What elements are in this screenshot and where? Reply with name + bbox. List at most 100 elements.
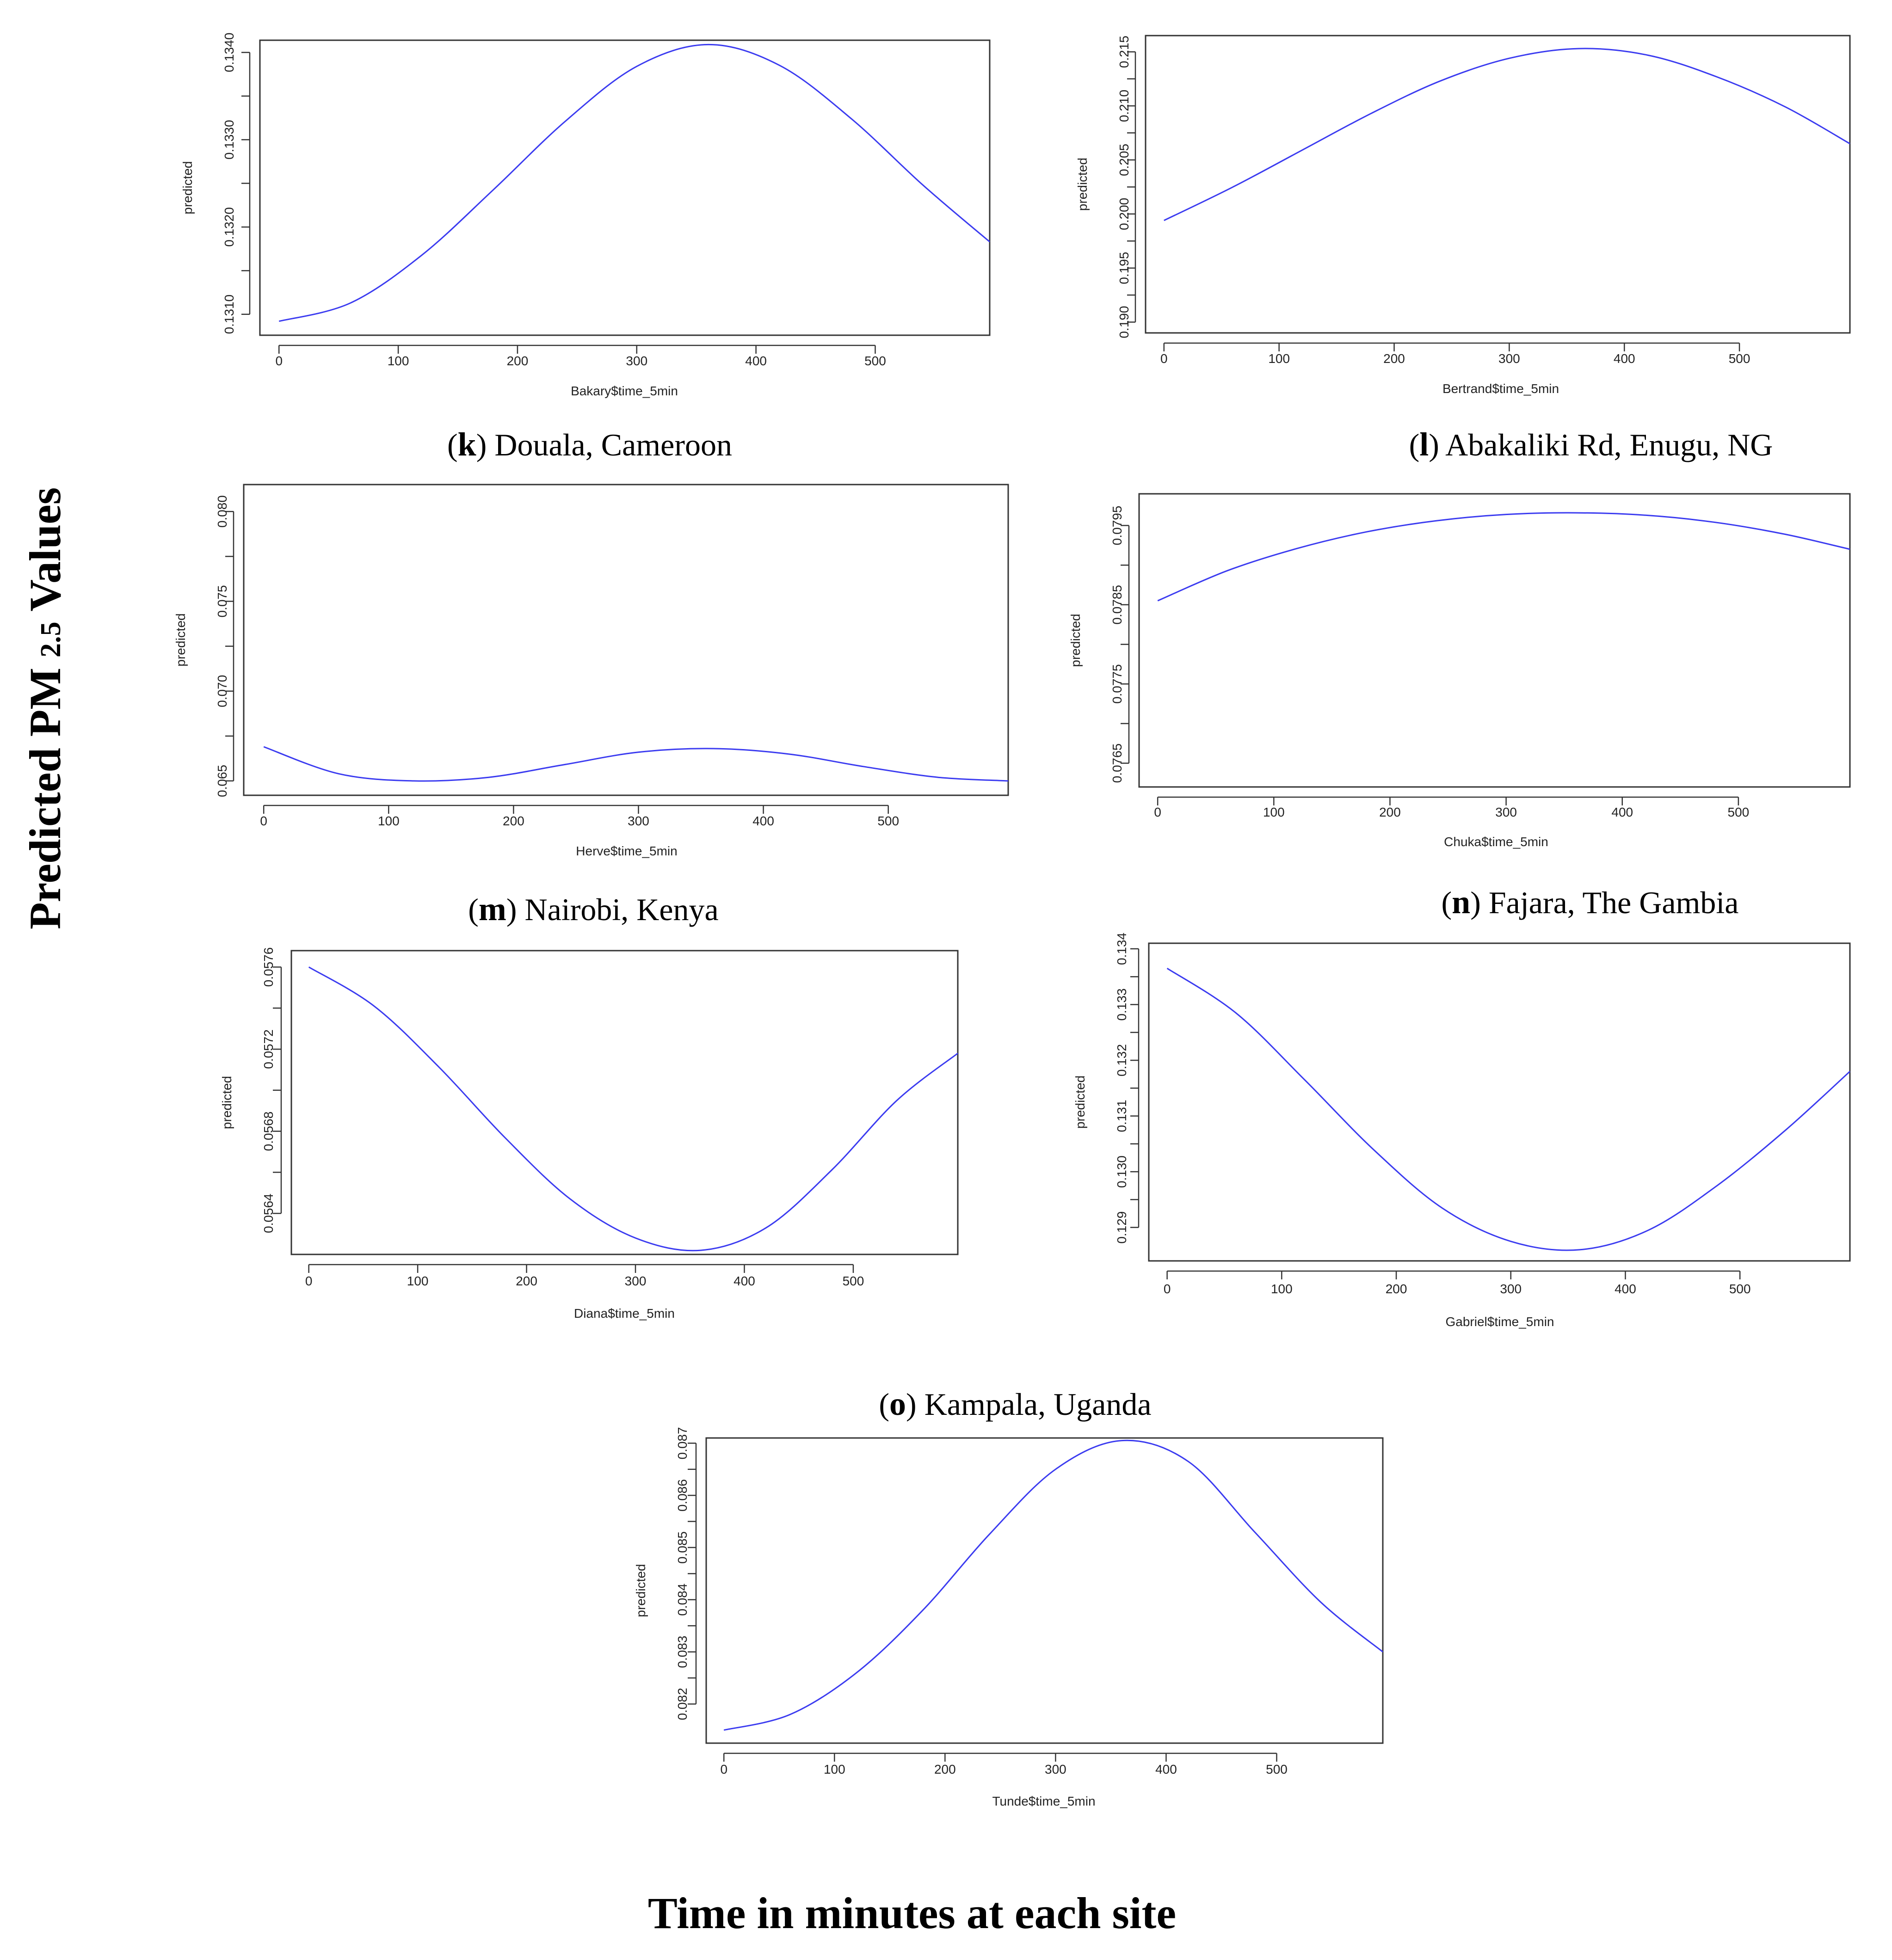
x-tick-label: 100 (1268, 351, 1290, 366)
y-tick-label: 0.133 (1115, 989, 1129, 1021)
plot-frame (243, 484, 1009, 796)
panel-n: 0 100 200 300 400 500 0.0765 0.0775 0.0785 0.0795… (1068, 493, 1851, 849)
x-tick-label: 100 (1271, 1282, 1293, 1296)
caption-label: Abakaliki Rd, Enugu, NG (1445, 427, 1773, 462)
series-line-m (263, 746, 1009, 782)
x-tick-label: 0 (1154, 805, 1161, 819)
y-tick-label: 0.086 (675, 1479, 690, 1511)
y-tick-label: 0.083 (675, 1636, 690, 1668)
x-tick-label: 300 (625, 1274, 647, 1288)
panels: 0 100 200 300 400 5000.13100.13200.13300.1340… (173, 33, 1851, 1808)
panel-o1: 0 100 200 300 400 500 0.0564 0.0568 0.0572 0.0576… (220, 947, 959, 1321)
x-tick-label: 100 (407, 1274, 429, 1288)
y-tick-label: 0.0775 (1110, 664, 1124, 704)
y-axis-label: predicted (173, 613, 188, 666)
x-tick-label: 300 (1045, 1762, 1066, 1776)
y-axis-label: predicted (180, 161, 195, 214)
caption-label: Kampala, Uganda (924, 1387, 1152, 1422)
caption-letter: o (889, 1385, 906, 1422)
y-axis-label: predicted (1073, 1075, 1087, 1129)
series-line-k (278, 43, 990, 322)
x-tick-label: 300 (626, 354, 647, 368)
y-tick-label: 0.0572 (261, 1029, 276, 1069)
caption-letter: n (1452, 884, 1470, 921)
x-tick-label: 0 (1164, 1282, 1171, 1296)
x-tick-label: 500 (843, 1274, 864, 1288)
x-axis-label: Bertrand$time_5min (1442, 381, 1559, 396)
x-tick-label: 200 (1386, 1282, 1407, 1296)
y-axis-label: predicted (220, 1076, 234, 1129)
y-axis-label: predicted (634, 1564, 648, 1617)
x-tick-label: 0 (1160, 351, 1168, 366)
plot-frame (1138, 493, 1851, 788)
panel-k: 0 100 200 300 400 500 0.1310 0.1320 0.1330 0.1340… (180, 33, 991, 398)
x-tick-label: 500 (1729, 351, 1750, 366)
caption-label: Fajara, The Gambia (1489, 885, 1739, 920)
x-tick-label: 300 (628, 814, 649, 828)
x-tick-label: 0 (275, 354, 283, 368)
x-tick-label: 500 (1728, 805, 1750, 819)
x-tick-label: 300 (1498, 351, 1520, 366)
y-tick-label: 0.0765 (1110, 743, 1124, 783)
y-tick-label: 0.082 (675, 1688, 690, 1720)
x-tick-label: 300 (1495, 805, 1517, 819)
x-tick-label: 100 (388, 354, 409, 368)
y-tick-label: 0.1320 (222, 207, 236, 247)
plot-frame (259, 39, 991, 336)
y-tick-label: 0.080 (215, 495, 229, 528)
y-tick-label: 0.200 (1117, 198, 1131, 230)
panel-l: 0 100 200 300 400 500 0.190 0.195 0.200 0.205 0.21… (1075, 35, 1851, 396)
x-tick-label: 500 (1729, 1282, 1751, 1296)
x-axis-label: Diana$time_5min (574, 1306, 675, 1321)
y-tick-label: 0.0564 (261, 1193, 276, 1233)
caption-l: (l) Abakaliki Rd, Enugu, NG (1409, 426, 1773, 463)
caption-letter: m (479, 891, 506, 928)
caption-n: (n) Fajara, The Gambia (1441, 884, 1738, 921)
captions: (k) Douala, Cameroon (l) Abakaliki Rd, En… (447, 426, 1773, 1422)
x-tick-label: 400 (752, 814, 774, 828)
series-line-o1 (308, 966, 958, 1252)
x-axis-label: Chuka$time_5min (1444, 835, 1548, 849)
y-axis-label: predicted (1068, 614, 1083, 667)
x-tick-label: 400 (1615, 1282, 1636, 1296)
series-line-n (1157, 512, 1850, 602)
y-tick-label: 0.195 (1117, 252, 1131, 284)
series-line-o3 (723, 1439, 1383, 1731)
y-tick-label: 0.190 (1117, 306, 1131, 338)
x-axis-label: Gabriel$time_5min (1446, 1315, 1554, 1329)
y-tick-label: 0.070 (215, 675, 229, 707)
caption-letter: k (458, 426, 476, 463)
y-tick-label: 0.084 (675, 1584, 690, 1616)
series-line-l (1164, 48, 1850, 221)
caption-o1: (o) Kampala, Uganda (879, 1385, 1151, 1422)
y-tick-label: 0.075 (215, 585, 229, 617)
y-tick-label: 0.1340 (222, 33, 236, 73)
x-tick-label: 200 (1379, 805, 1401, 819)
plot-frame (1145, 35, 1851, 334)
x-tick-label: 500 (1266, 1762, 1288, 1776)
caption-letter: l (1419, 426, 1429, 463)
x-tick-label: 100 (824, 1762, 845, 1776)
x-tick-label: 0 (720, 1762, 727, 1776)
x-tick-label: 200 (516, 1274, 537, 1288)
y-tick-label: 0.132 (1115, 1044, 1129, 1076)
plot-frame (290, 950, 959, 1255)
x-tick-label: 100 (1263, 805, 1285, 819)
x-tick-label: 200 (1383, 351, 1405, 366)
x-tick-label: 300 (1500, 1282, 1522, 1296)
panel-o3: 0 100 200 300 400 500 0.082 0.083 0.084 0.085 0.08… (634, 1427, 1384, 1808)
plot-frame (1148, 942, 1851, 1262)
x-axis-label: Bakary$time_5min (571, 384, 678, 398)
x-axis-label: Herve$time_5min (576, 844, 677, 858)
y-axis-label: predicted (1075, 158, 1090, 211)
panel-o2: 0 100 200 300 400 500 0.129 0.130 0.131 0.132 0.13… (1073, 933, 1851, 1329)
x-axis-overall-title: Time in minutes at each site (648, 1888, 1176, 1938)
y-tick-label: 0.215 (1117, 36, 1131, 68)
x-tick-label: 500 (877, 814, 899, 828)
x-tick-label: 0 (305, 1274, 313, 1288)
y-tick-label: 0.131 (1115, 1100, 1129, 1132)
x-tick-label: 400 (1611, 805, 1633, 819)
y-axis-overall-title-tail: Values (20, 487, 70, 612)
y-tick-label: 0.1330 (222, 120, 236, 160)
